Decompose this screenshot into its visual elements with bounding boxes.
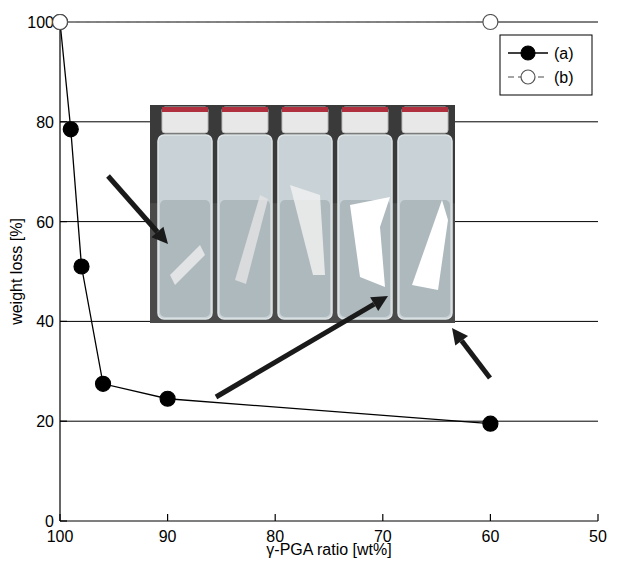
data-point (53, 15, 68, 30)
x-tick (167, 514, 168, 521)
x-axis-title: γ-PGA ratio [wt%] (266, 541, 391, 558)
legend-label: (a) (554, 45, 574, 62)
vial-cap (402, 107, 448, 133)
legend-marker (521, 70, 535, 84)
x-tick-label: 90 (159, 528, 177, 545)
legend-label: (b) (554, 69, 574, 86)
vial (218, 135, 272, 319)
y-tick-label: 40 (36, 313, 54, 330)
y-tick (60, 520, 67, 521)
x-tick (59, 514, 60, 521)
legend-marker (521, 46, 535, 60)
x-tick (490, 514, 491, 521)
film (170, 245, 205, 285)
vial-cap (222, 107, 268, 112)
series-line (60, 22, 490, 424)
y-axis-title: weight loss [%] (8, 218, 25, 326)
data-point (483, 15, 498, 30)
legend-box (500, 35, 592, 95)
x-tick (382, 514, 383, 521)
x-tick-label: 60 (482, 528, 500, 545)
vial-cap (162, 107, 208, 112)
vial-cap (342, 107, 388, 133)
y-tick-label: 100 (27, 14, 54, 31)
vial (398, 135, 452, 319)
series-line (60, 21, 490, 22)
y-tick-label: 20 (36, 413, 54, 430)
y-tick (60, 221, 67, 222)
arrow (216, 304, 374, 397)
vial-cap (282, 107, 328, 133)
data-point (483, 416, 498, 431)
data-point (53, 15, 68, 30)
vial (158, 135, 212, 319)
x-tick-label: 50 (589, 528, 607, 545)
y-tick (60, 421, 67, 422)
y-tick-label: 60 (36, 214, 54, 231)
film (412, 200, 448, 290)
plot-marks (53, 15, 498, 432)
chart: 0204060801001009080706050γ-PGA ratio [wt… (0, 0, 621, 564)
arrow (370, 296, 388, 311)
arrow (151, 227, 168, 244)
x-tick (275, 514, 276, 521)
vial (338, 135, 392, 319)
grid-line (60, 421, 598, 422)
photo-ground (150, 105, 455, 323)
y-tick (60, 321, 67, 322)
film (290, 185, 325, 275)
vial-cap (342, 107, 388, 112)
film (235, 195, 268, 284)
vial-liquid (400, 200, 450, 317)
grid-line (60, 22, 598, 23)
y-tick-label: 80 (36, 114, 54, 131)
x-tick (597, 514, 598, 521)
vial-cap (402, 107, 448, 112)
arrow (108, 176, 157, 232)
vial-cap (162, 107, 208, 133)
arrow (462, 341, 490, 378)
vial-cap (282, 107, 328, 112)
x-axis (60, 520, 598, 521)
data-point (63, 122, 78, 137)
data-point (74, 259, 89, 274)
x-tick-label: 100 (47, 528, 74, 545)
vial-liquid (160, 200, 210, 317)
data-point (160, 391, 175, 406)
data-point (96, 376, 111, 391)
vial (278, 135, 332, 319)
film (350, 197, 390, 287)
y-tick (60, 121, 67, 122)
vial-cap (222, 107, 268, 133)
y-axis (59, 22, 60, 521)
arrow (452, 328, 468, 346)
inset-photo (150, 105, 455, 323)
